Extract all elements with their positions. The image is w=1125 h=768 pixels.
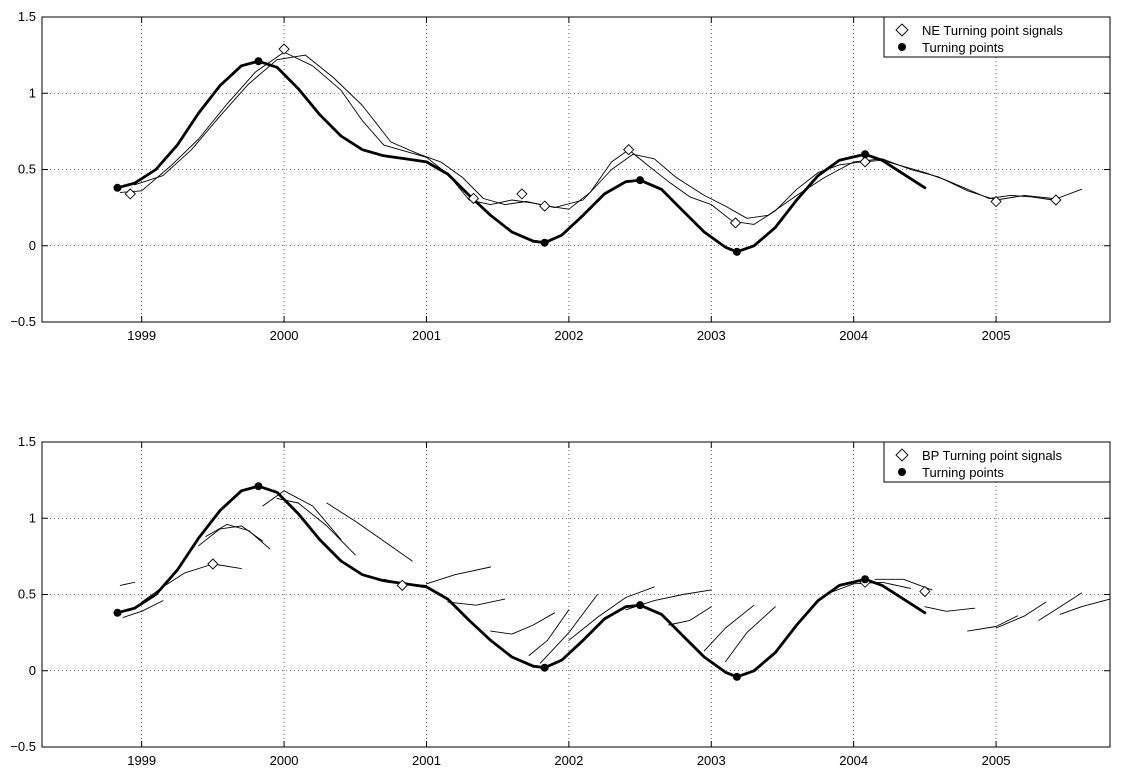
y-tick-label: −0.5 <box>10 739 36 754</box>
x-tick-label: 2003 <box>697 753 726 768</box>
marker-diamond <box>396 579 408 591</box>
marker-dot <box>113 608 122 617</box>
marker-dot <box>732 247 741 256</box>
series-line-thin <box>119 51 1082 225</box>
x-tick-label: 2000 <box>270 328 299 343</box>
y-tick-label: 0 <box>29 238 36 253</box>
marker-dot <box>254 482 263 491</box>
marker-diamond <box>539 200 551 212</box>
x-tick-label: 2002 <box>554 328 583 343</box>
chart-panel-1: 1999 2000 2001 2002 2003 2004 2005 −0.5 0 0.5 1 1.5… <box>10 9 1111 343</box>
marker-dot <box>636 176 645 185</box>
series-line-thin <box>539 594 598 664</box>
marker-diamond <box>623 144 635 156</box>
legend-box <box>883 16 1111 58</box>
marker-dot <box>113 183 122 192</box>
marker-diamond <box>516 188 528 200</box>
series-line-thin <box>1038 592 1082 621</box>
y-tick-label: 0.5 <box>18 162 36 177</box>
series-line-thin <box>119 581 136 586</box>
series-line-thin <box>490 612 556 635</box>
series-line-bold <box>116 59 927 254</box>
series-line-thin <box>874 578 933 591</box>
y-tick-label: 1 <box>29 85 36 100</box>
series-line-thin <box>141 563 242 603</box>
series-line-thin <box>447 598 506 606</box>
series-line-thin <box>326 502 413 562</box>
marker-diamond <box>467 192 480 205</box>
x-tick-label: 2002 <box>554 753 583 768</box>
series-line-thin <box>725 606 776 663</box>
marker-diamond <box>124 188 136 200</box>
marker-dot <box>732 672 741 681</box>
x-tick-label: 1999 <box>127 753 156 768</box>
y-tick-label: 1 <box>29 510 36 525</box>
series-line-thin <box>134 54 1054 219</box>
x-tick-label: 2000 <box>270 753 299 768</box>
legend-entry: Turning points <box>922 40 1004 55</box>
series-line-thin <box>703 604 755 652</box>
marker-diamond <box>278 43 290 55</box>
y-tick-label: −0.5 <box>10 314 36 329</box>
series-line-thin <box>198 525 264 547</box>
series-line-thin <box>528 609 570 656</box>
marker-dot <box>540 238 549 247</box>
series-line-thin <box>568 586 655 641</box>
legend-dot-icon <box>898 468 906 476</box>
marker-diamond <box>1050 194 1062 206</box>
legend-entry: NE Turning point signals <box>922 23 1063 38</box>
chart-panel-2: 1999 2000 2001 2002 2003 2004 2005 −0.5 0 0.5 1 1.5… <box>10 434 1111 768</box>
marker-dot <box>540 663 549 672</box>
y-tick-label: 1.5 <box>18 434 36 449</box>
marker-dot <box>861 575 870 584</box>
series-line-thin <box>924 606 976 612</box>
marker-diamond <box>729 217 742 229</box>
legend-entry: BP Turning point signals <box>922 448 1062 463</box>
marker-diamond <box>859 156 871 168</box>
x-tick-label: 2003 <box>697 328 726 343</box>
y-tick-label: 1.5 <box>18 9 36 24</box>
x-tick-label: 2001 <box>412 753 441 768</box>
x-tick-label: 2005 <box>982 328 1011 343</box>
legend-diamond-icon <box>895 448 909 462</box>
series-line-thin <box>426 566 492 585</box>
series-line-thin <box>276 497 356 556</box>
x-tick-label: 1999 <box>127 328 156 343</box>
x-tick-label: 2001 <box>412 328 441 343</box>
legend-entry: Turning points <box>922 465 1004 480</box>
marker-dot <box>636 601 645 610</box>
legend-box <box>883 441 1111 483</box>
marker-dot <box>861 150 870 159</box>
series-line-bold <box>116 484 927 679</box>
series-line-thin <box>995 601 1047 629</box>
x-tick-label: 2005 <box>982 753 1011 768</box>
series-line-thin <box>122 600 164 618</box>
series-line-thin <box>967 615 1018 632</box>
series-line-thin <box>1059 598 1111 615</box>
marker-diamond <box>207 558 219 570</box>
y-tick-label: 0.5 <box>18 587 36 602</box>
series-line-thin <box>262 490 342 541</box>
x-tick-label: 2004 <box>839 328 868 343</box>
marker-dot <box>254 57 263 66</box>
y-tick-label: 0 <box>29 663 36 678</box>
series-line-thin <box>668 606 712 626</box>
marker-diamond <box>919 585 931 598</box>
series-line-thin <box>205 523 271 550</box>
marker-diamond <box>990 195 1002 208</box>
legend-diamond-icon <box>895 23 909 37</box>
x-tick-label: 2004 <box>839 753 868 768</box>
legend-dot-icon <box>898 43 906 51</box>
